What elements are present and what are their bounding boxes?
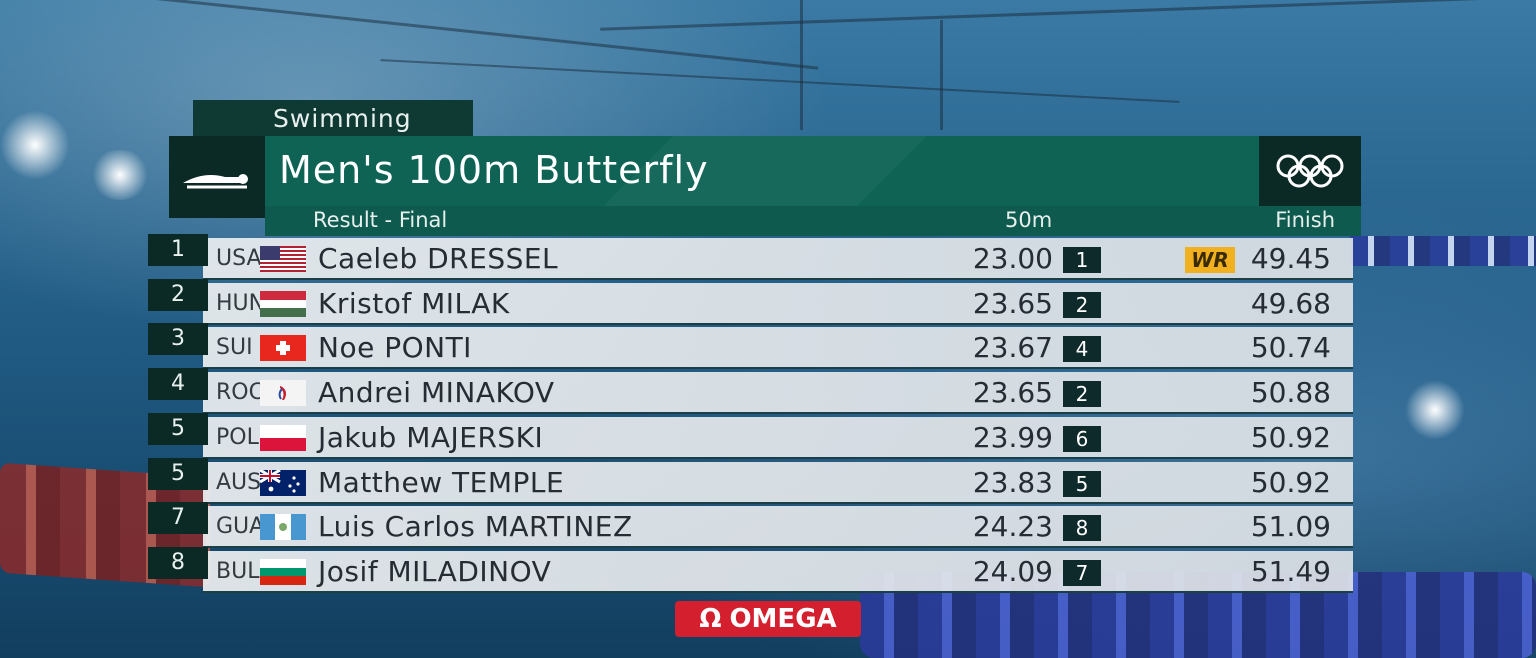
athlete-name: Luis Carlos MARTINEZ	[318, 510, 633, 544]
rank-box: 5	[148, 457, 208, 490]
split-rank: 2	[1063, 381, 1101, 408]
athlete-name: Josif MILADINOV	[318, 554, 552, 588]
split-time: 24.23	[972, 510, 1053, 544]
split-time: 23.99	[972, 420, 1053, 454]
athlete-name: Kristof MILAK	[318, 286, 510, 320]
row-body: SUI Noe PONTI 23.67 4 50.74	[203, 327, 1353, 370]
row-body: POL Jakub MAJERSKI 23.99 6 50.92	[203, 416, 1353, 459]
noc-code: AUS	[216, 469, 262, 495]
rank-box: 5	[148, 412, 208, 445]
split-rank: 4	[1063, 336, 1101, 363]
noc-code: USA	[216, 246, 262, 271]
noc-code: BUL	[216, 558, 260, 584]
split-rank: 5	[1063, 470, 1101, 497]
row-body: HUN Kristof MILAK 23.65 2 49.68	[203, 282, 1353, 325]
poland-flag-icon	[260, 424, 306, 451]
finish-header: Finish	[1275, 208, 1335, 232]
sponsor-name: OMEGA	[729, 604, 837, 634]
finish-time: 49.68	[1250, 286, 1331, 320]
noc-code: HUN	[216, 290, 266, 316]
split-time: 23.65	[972, 376, 1053, 410]
split-header: 50m	[1005, 208, 1053, 232]
event-title: Men's 100m Butterfly	[279, 148, 709, 192]
table-row: POL Jakub MAJERSKI 23.99 6 50.92 5	[148, 412, 1358, 459]
table-row: SUI Noe PONTI 23.67 4 50.74 3	[148, 323, 1358, 370]
bulgaria-flag-icon	[260, 558, 306, 585]
table-row: HUN Kristof MILAK 23.65 2 49.68 2	[148, 278, 1358, 325]
finish-time: 49.45	[1250, 242, 1331, 275]
rank-box: 8	[148, 546, 208, 579]
column-header-bar: Result - Final 50m Finish	[265, 206, 1361, 236]
finish-time: 51.09	[1250, 510, 1331, 544]
split-rank: 1	[1063, 247, 1101, 273]
australia-flag-icon	[260, 469, 306, 496]
finish-time: 50.92	[1250, 465, 1331, 499]
split-rank: 6	[1063, 425, 1101, 452]
row-body: ROC Andrei MINAKOV 23.65 2 50.88	[203, 372, 1353, 415]
rank-box: 1	[148, 234, 208, 266]
athlete-name: Caeleb DRESSEL	[318, 242, 559, 275]
usa-flag-icon	[260, 246, 306, 272]
table-row: GUA Luis Carlos MARTINEZ 24.23 8 51.09 7	[148, 502, 1358, 549]
noc-code: POL	[216, 424, 259, 450]
event-title-bar: Men's 100m Butterfly	[169, 136, 1361, 218]
sport-label: Swimming	[193, 100, 473, 136]
table-row: USA Caeleb DRESSEL 23.00 1 WR 49.45 1	[148, 234, 1358, 280]
split-time: 23.00	[972, 242, 1053, 275]
world-record-badge: WR	[1185, 247, 1235, 273]
table-row: BUL Josif MILADINOV 24.09 7 51.49 8	[148, 546, 1358, 593]
swimmer-icon	[169, 136, 265, 218]
rank-box: 7	[148, 502, 208, 535]
row-body: GUA Luis Carlos MARTINEZ 24.23 8 51.09	[203, 506, 1353, 549]
split-time: 23.65	[972, 286, 1053, 320]
switzerland-flag-icon	[260, 335, 306, 362]
finish-time: 50.92	[1250, 420, 1331, 454]
noc-code: ROC	[216, 380, 264, 406]
guatemala-flag-icon	[260, 514, 306, 541]
result-header: Result - Final	[313, 208, 448, 232]
hungary-flag-icon	[260, 290, 306, 317]
split-time: 23.83	[972, 465, 1053, 499]
split-time: 24.09	[972, 554, 1053, 588]
split-rank: 2	[1063, 291, 1101, 318]
athlete-name: Andrei MINAKOV	[318, 376, 555, 410]
split-rank: 7	[1063, 559, 1101, 586]
omega-symbol-icon: Ω	[699, 604, 722, 634]
athlete-name: Jakub MAJERSKI	[318, 420, 544, 454]
finish-time: 51.49	[1250, 554, 1331, 588]
rank-box: 3	[148, 323, 208, 356]
table-row: ROC Andrei MINAKOV 23.65 2 50.88 4	[148, 368, 1358, 415]
finish-time: 50.74	[1250, 331, 1331, 365]
roc-flag-icon	[260, 380, 306, 407]
split-rank: 8	[1063, 515, 1101, 542]
finish-time: 50.88	[1250, 376, 1331, 410]
split-time: 23.67	[972, 331, 1053, 365]
olympic-rings-icon	[1259, 136, 1361, 206]
row-body: USA Caeleb DRESSEL 23.00 1 WR 49.45	[203, 238, 1353, 280]
rank-box: 4	[148, 368, 208, 401]
noc-code: SUI	[216, 335, 253, 361]
noc-code: GUA	[216, 514, 265, 540]
sponsor-logo: Ω OMEGA	[675, 601, 861, 637]
rank-box: 2	[148, 278, 208, 311]
row-body: AUS Matthew TEMPLE 23.83 5 50.92	[203, 461, 1353, 504]
row-body: BUL Josif MILADINOV 24.09 7 51.49	[203, 550, 1353, 593]
athlete-name: Noe PONTI	[318, 331, 472, 365]
athlete-name: Matthew TEMPLE	[318, 465, 565, 499]
table-row: AUS Matthew TEMPLE 23.83 5 50.92 5	[148, 457, 1358, 504]
